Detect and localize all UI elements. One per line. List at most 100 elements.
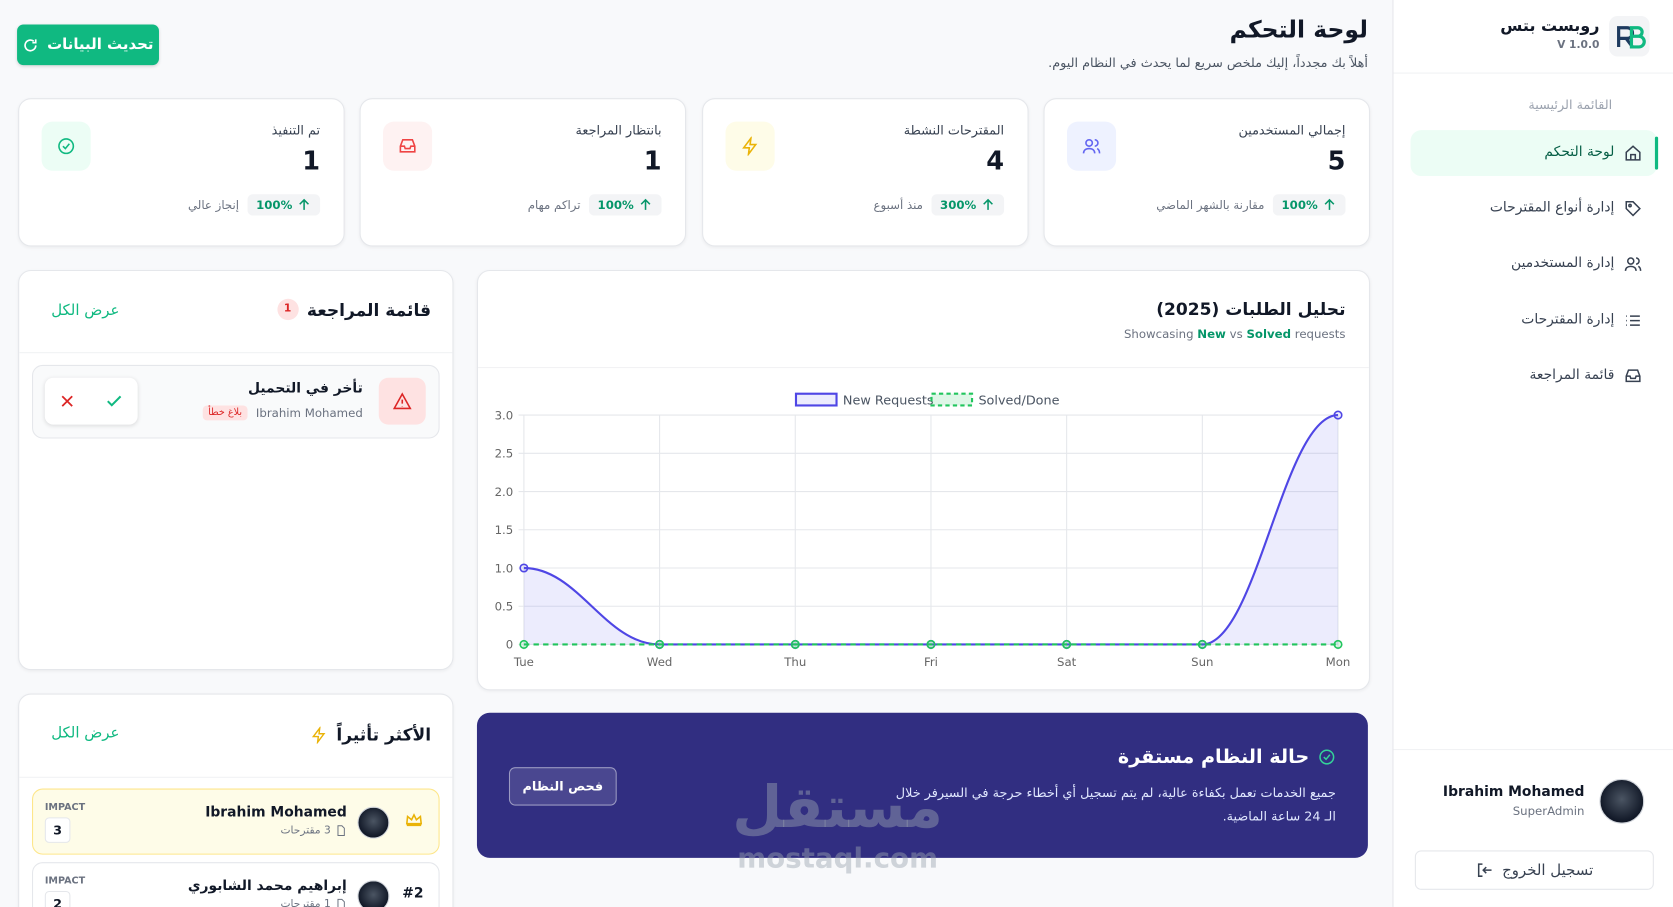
stat-icon <box>725 121 775 171</box>
stat-footer: 100% تراكم مهام <box>528 194 662 216</box>
subtitle-part: vs <box>1229 327 1243 342</box>
view-all-link[interactable]: عرض الكل <box>51 301 120 320</box>
subtitle-part: Showcasing <box>1123 327 1194 342</box>
logout-label: تسجيل الخروج <box>1502 861 1594 879</box>
icon-tag <box>1625 201 1641 217</box>
review-header: قائمة المراجعة 1 <box>276 298 432 321</box>
user-avatar <box>1599 778 1645 824</box>
stat-label: المقترحات النشطة <box>903 122 1005 138</box>
review-item-meta: Ibrahim Mohamed بلاغ خطأ <box>202 405 363 421</box>
review-title: قائمة المراجعة <box>306 299 432 320</box>
impact-label: IMPACT <box>44 802 86 814</box>
reject-button[interactable] <box>59 393 76 410</box>
impact-count-text: 1 مقترحات <box>280 898 331 907</box>
x-tick-label: Sun <box>1191 655 1213 669</box>
impact-rank: #2 <box>402 885 424 902</box>
icon-crown <box>405 813 423 827</box>
menu-item[interactable]: إدارة المقترحات <box>1411 298 1657 344</box>
line-chart: Tue Wed Thu Fri Sat Sun Mon 0 0.5 1.0 1.5 2.0 2.5 3.0… <box>495 392 1350 669</box>
stat-value: 1 <box>643 146 662 177</box>
brand: روبست بتس <box>1500 16 1600 36</box>
menu-item[interactable]: إدارة المستخدمين <box>1411 241 1657 287</box>
impact-card: الأكثر تأثيراً عرض الكل Ibrahim Mohamed … <box>18 693 454 907</box>
y-tick-label: 1.0 <box>495 561 514 575</box>
logout-button[interactable]: تسجيل الخروج <box>1414 850 1654 890</box>
impact-item: #2 إبراهيم محمد الشابوري 1 مقترحات IMPAC… <box>32 862 440 907</box>
review-count: 1 <box>276 298 299 321</box>
subtitle-part: requests <box>1294 327 1346 342</box>
menu-label: لوحة التحكم <box>1544 144 1615 161</box>
icon-bolt <box>312 726 326 744</box>
stat-card: المقترحات النشطة 4 300% منذ أسبوع <box>702 98 1029 247</box>
stat-change: 300% <box>931 194 1005 216</box>
x-tick-label: Thu <box>783 655 806 669</box>
y-tick-label: 0.5 <box>495 600 514 614</box>
divider <box>1393 749 1673 751</box>
avatar <box>357 806 390 839</box>
active-bar <box>1654 136 1659 170</box>
x-tick-label: Tue <box>513 655 534 669</box>
stat-label: إجمالي المستخدمين <box>1238 122 1346 138</box>
page-subtitle: أهلاً بك مجدداً، إليك ملخص سريع لما يحدث… <box>1048 55 1368 71</box>
stat-note: إنجاز عالي <box>187 197 240 212</box>
icon-home <box>1625 145 1641 161</box>
impact-value: 3 <box>44 817 71 843</box>
menu-item[interactable]: قائمة المراجعة <box>1411 353 1657 399</box>
stat-change-text: 300% <box>940 197 977 212</box>
approve-button[interactable] <box>104 392 123 411</box>
x-tick-label: Fri <box>924 655 938 669</box>
impact-item: Ibrahim Mohamed 3 مقترحات IMPACT 3 <box>32 788 440 855</box>
icon-users <box>1624 257 1642 271</box>
review-item-user: Ibrahim Mohamed <box>255 405 363 420</box>
stat-change: 100% <box>589 194 662 216</box>
icon-inbox <box>1625 369 1641 383</box>
stat-footer: 100% إنجاز عالي <box>187 194 321 216</box>
stat-change-text: 100% <box>1281 197 1318 212</box>
warning-icon <box>378 377 426 425</box>
status-header: حالة النظام مستقرة <box>1118 746 1336 768</box>
chart-card: تحليل الطلبات (2025) Showcasing New vs S… <box>476 269 1371 691</box>
stat-icon <box>1067 121 1117 171</box>
data-point <box>790 639 800 650</box>
menu-label: إدارة أنواع المقترحات <box>1489 199 1615 216</box>
icon-check <box>1319 749 1335 765</box>
menu-label: إدارة المقترحات <box>1521 311 1615 328</box>
data-point <box>655 639 665 650</box>
x-tick-label: Sat <box>1057 655 1077 669</box>
stat-change-text: 100% <box>597 197 634 212</box>
divider <box>478 367 1369 369</box>
menu-item[interactable]: لوحة التحكم <box>1410 130 1659 177</box>
stat-card: إجمالي المستخدمين 5 100% مقارنة بالشهر الما… <box>1043 98 1371 247</box>
menu-label: قائمة المراجعة <box>1529 367 1615 384</box>
y-tick-label: 2.5 <box>495 447 514 461</box>
status-card: حالة النظام مستقرة جميع الخدمات تعمل بكف… <box>476 712 1368 858</box>
menu-label: إدارة المستخدمين <box>1511 255 1615 272</box>
stat-label: تم التنفيذ <box>271 122 321 138</box>
logo <box>1609 16 1650 57</box>
data-point <box>1333 410 1343 420</box>
view-all-link[interactable]: عرض الكل <box>51 724 120 742</box>
icon-refresh <box>24 38 37 51</box>
chart-title: تحليل الطلبات (2025) <box>1156 298 1346 320</box>
data-point <box>1333 639 1343 650</box>
data-point <box>519 563 529 573</box>
divider <box>1393 72 1673 74</box>
stat-change-text: 100% <box>256 197 293 212</box>
status-description: جميع الخدمات تعمل بكفاءة عالية، لم يتم ت… <box>895 785 1336 824</box>
stat-footer: 300% منذ أسبوع <box>874 194 1005 216</box>
stat-change: 100% <box>1272 194 1346 216</box>
series-area <box>523 415 1339 645</box>
refresh-button[interactable]: تحديث البيانات <box>17 24 159 66</box>
stat-card: تم التنفيذ 1 100% إنجاز عالي <box>18 98 345 247</box>
stat-change: 100% <box>247 194 321 216</box>
stat-card: بانتظار المراجعة 1 100% تراكم مهام <box>359 98 687 247</box>
status-button[interactable]: فحص النظام <box>508 767 617 806</box>
legend-label: New Requests <box>843 393 934 408</box>
stat-icon <box>41 121 91 171</box>
legend-swatch <box>794 392 838 407</box>
y-tick-label: 1.5 <box>495 523 514 537</box>
review-item: تأخر في التحميل Ibrahim Mohamed بلاغ خطأ <box>32 364 440 439</box>
status-title: حالة النظام مستقرة <box>1117 745 1310 769</box>
menu-item[interactable]: إدارة أنواع المقترحات <box>1411 186 1657 232</box>
